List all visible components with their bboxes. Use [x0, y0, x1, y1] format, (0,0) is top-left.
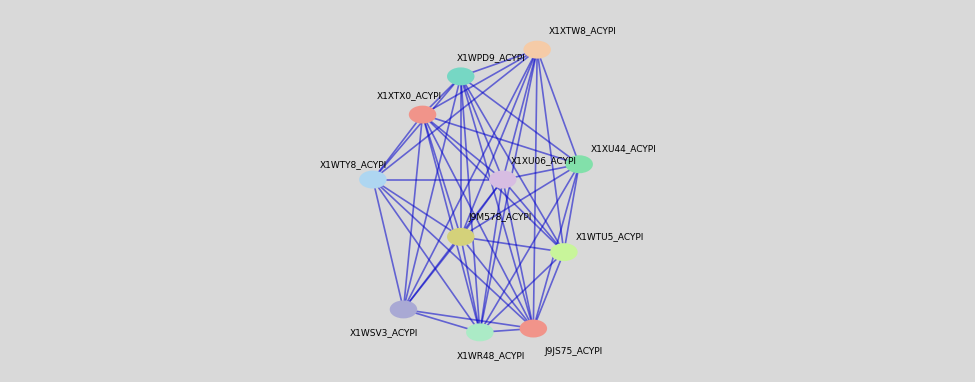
Text: J9M578_ACYPI: J9M578_ACYPI	[468, 213, 531, 222]
Ellipse shape	[524, 40, 551, 59]
Ellipse shape	[359, 170, 387, 189]
Text: X1WTU5_ACYPI: X1WTU5_ACYPI	[575, 232, 644, 241]
Text: X1WR48_ACYPI: X1WR48_ACYPI	[457, 351, 526, 360]
Ellipse shape	[489, 170, 517, 189]
Text: X1XTX0_ACYPI: X1XTX0_ACYPI	[376, 91, 442, 100]
Text: X1WSV3_ACYPI: X1WSV3_ACYPI	[350, 328, 418, 337]
Text: X1WTY8_ACYPI: X1WTY8_ACYPI	[320, 160, 387, 169]
Ellipse shape	[466, 323, 493, 342]
Text: X1XU44_ACYPI: X1XU44_ACYPI	[591, 144, 656, 154]
Text: X1XTW8_ACYPI: X1XTW8_ACYPI	[549, 26, 616, 35]
Ellipse shape	[447, 228, 475, 246]
Text: X1XU06_ACYPI: X1XU06_ACYPI	[511, 156, 576, 165]
Ellipse shape	[409, 105, 436, 124]
Ellipse shape	[550, 243, 577, 261]
Ellipse shape	[566, 155, 593, 173]
Ellipse shape	[520, 319, 547, 338]
Text: X1WPD9_ACYPI: X1WPD9_ACYPI	[457, 53, 526, 62]
Ellipse shape	[447, 67, 475, 86]
Text: J9JS75_ACYPI: J9JS75_ACYPI	[545, 347, 604, 356]
Ellipse shape	[390, 300, 417, 319]
